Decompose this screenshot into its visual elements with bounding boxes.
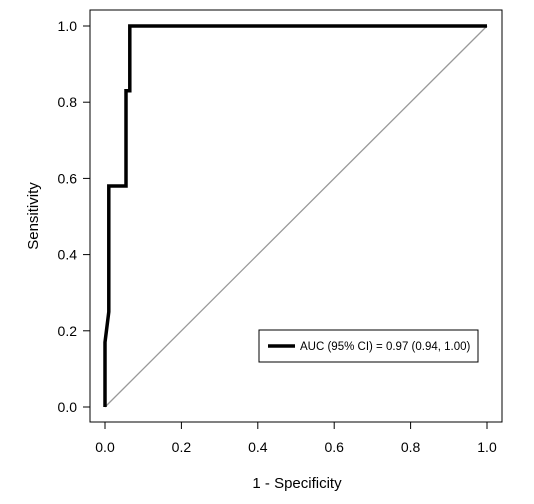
- y-tick-label: 0.8: [58, 94, 78, 110]
- y-axis-title: Sensitivity: [25, 182, 42, 250]
- y-tick-label: 0.4: [58, 247, 78, 263]
- plot-frame: [89, 9, 503, 423]
- x-axis-title: 1 - Specificity: [252, 475, 342, 492]
- y-tick-label: 0.6: [58, 170, 78, 186]
- x-tick-label: 0.4: [248, 439, 268, 455]
- y-tick-label: 0.2: [58, 323, 78, 339]
- x-tick-label: 0.0: [95, 439, 115, 455]
- y-axis: 0.0 0.2 0.4 0.6 0.8 1.0: [58, 18, 90, 415]
- x-tick-label: 0.6: [324, 439, 344, 455]
- roc-curve: [103, 24, 487, 407]
- legend-box: [258, 329, 479, 363]
- x-tick-label: 0.8: [401, 439, 421, 455]
- y-tick-label: 0.0: [58, 399, 78, 415]
- legend-label: AUC (95% CI) = 0.97 (0.94, 1.00): [300, 341, 471, 353]
- legend: AUC (95% CI) = 0.97 (0.94, 1.00): [258, 329, 479, 363]
- y-tick-label: 1.0: [58, 18, 78, 34]
- x-tick-label: 0.2: [172, 439, 192, 455]
- x-tick-label: 1.0: [477, 439, 497, 455]
- x-axis: 0.0 0.2 0.4 0.6 0.8 1.0: [95, 422, 497, 455]
- diagonal-reference-line: [104, 25, 488, 408]
